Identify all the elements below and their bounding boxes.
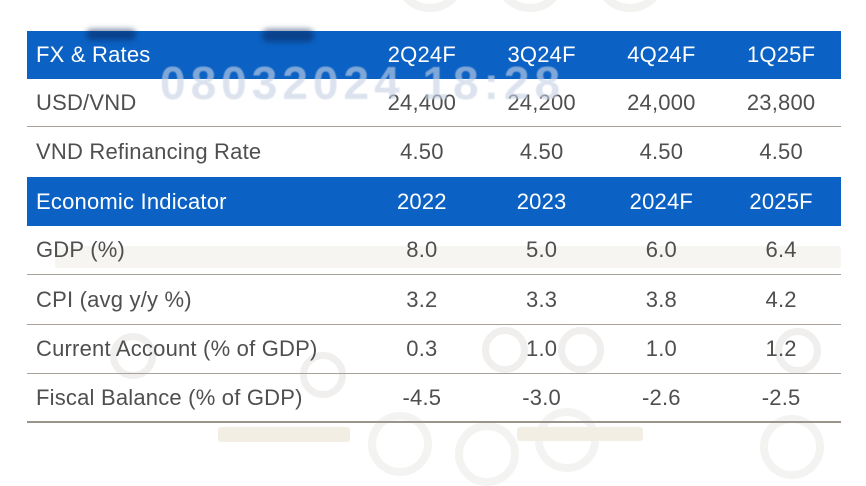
row-current-account: Current Account (% of GDP) 0.3 1.0 1.0 1… (27, 325, 841, 374)
cell-value: 4.50 (639, 139, 684, 164)
watermark-ring-icon (394, 0, 466, 12)
col-header-2023: 2023 (516, 188, 567, 214)
cell-value: 24,200 (507, 89, 576, 115)
col-header-2q24f: 2Q24F (387, 42, 456, 67)
forecast-table: FX & Rates 2Q24F 3Q24F 4Q24F 1Q25F USD/V… (27, 31, 841, 423)
cell-value: 3.2 (406, 286, 438, 312)
row-label: CPI (avg y/y %) (36, 286, 192, 312)
watermark-ring-icon (494, 0, 566, 12)
cell-value: 3.8 (645, 286, 677, 312)
watermark-blotch (517, 427, 643, 441)
row-usd-vnd: USD/VND 24,400 24,200 24,000 23,800 (27, 79, 841, 127)
col-header-2022: 2022 (397, 188, 447, 214)
economic-indicator-header-row: Economic Indicator 2022 2023 2024F 2025F (27, 177, 841, 226)
watermark-ring-icon (594, 0, 666, 12)
cell-value: 4.2 (765, 286, 797, 312)
cell-value: -2.5 (761, 384, 801, 410)
col-header-1q25f: 1Q25F (746, 42, 816, 67)
row-vnd-refinancing-rate: VND Refinancing Rate 4.50 4.50 4.50 4.50 (27, 127, 841, 177)
cell-value: 4.50 (759, 139, 803, 164)
row-label: Current Account (% of GDP) (36, 336, 318, 361)
row-label: GDP (%) (36, 237, 126, 262)
cell-value: 0.3 (406, 336, 438, 361)
fx-rates-header-row: FX & Rates 2Q24F 3Q24F 4Q24F 1Q25F (27, 31, 841, 79)
col-header-3q24f: 3Q24F (507, 42, 576, 67)
row-gdp: GDP (%) 8.0 5.0 6.0 6.4 (27, 226, 841, 275)
cell-value: 4.50 (519, 139, 564, 164)
report-table-page: FX & Rates 2Q24F 3Q24F 4Q24F 1Q25F USD/V… (27, 0, 841, 486)
col-header-2025f: 2025F (749, 188, 813, 214)
row-cpi: CPI (avg y/y %) 3.2 3.3 3.8 4.2 (27, 275, 841, 325)
cell-value: -3.0 (522, 384, 561, 410)
cell-value: 24,400 (387, 89, 457, 115)
watermark-ring-icon (455, 422, 519, 486)
cell-value: 1.0 (526, 336, 558, 361)
col-header-4q24f: 4Q24F (627, 42, 696, 67)
col-header-2024f: 2024F (629, 188, 694, 214)
row-fiscal-balance: Fiscal Balance (% of GDP) -4.5 -3.0 -2.6… (27, 374, 841, 423)
cell-value: -4.5 (402, 384, 442, 410)
cell-value: 3.3 (526, 286, 558, 312)
cell-value: -2.6 (642, 384, 681, 410)
cell-value: 8.0 (406, 237, 438, 262)
watermark-ring-icon (760, 415, 824, 479)
cell-value: 24,000 (627, 89, 696, 115)
row-label: VND Refinancing Rate (36, 139, 262, 164)
watermark-blotch (218, 427, 350, 442)
row-label: USD/VND (36, 89, 137, 115)
cell-value: 4.50 (400, 139, 444, 164)
cell-value: 5.0 (526, 237, 558, 262)
row-label: Fiscal Balance (% of GDP) (36, 384, 303, 410)
cell-value: 23,800 (746, 89, 816, 115)
fx-rates-section-title: FX & Rates (36, 42, 151, 67)
cell-value: 6.0 (645, 237, 677, 262)
economic-indicator-section-title: Economic Indicator (36, 188, 227, 214)
cell-value: 1.2 (765, 336, 797, 361)
cell-value: 1.0 (645, 336, 677, 361)
cell-value: 6.4 (765, 237, 797, 262)
